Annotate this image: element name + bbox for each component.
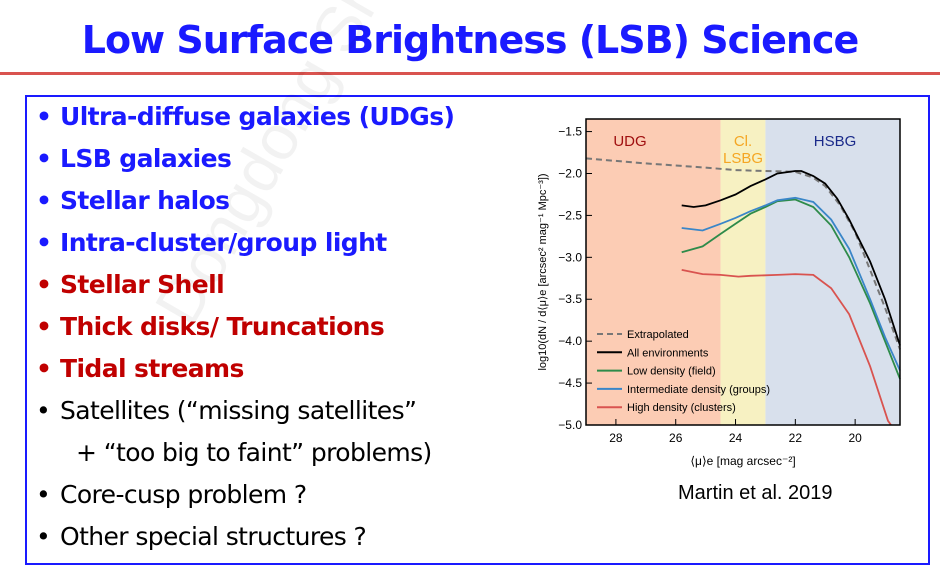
bullet-item: • Stellar Shell (36, 264, 454, 306)
bullet-text: Other special structures ? (60, 522, 367, 551)
bullet-text: + “too big to faint” problems) (76, 438, 432, 467)
bullet-icon: • (36, 522, 51, 551)
bullet-text: Intra-cluster/group light (60, 228, 387, 257)
legend-label: Extrapolated (627, 329, 689, 341)
y-tick-label: −4.5 (558, 376, 582, 390)
bullet-item: • Intra-cluster/group light (36, 222, 454, 264)
y-tick-label: −2.0 (558, 166, 582, 180)
y-axis-label: log10(dN / d⟨μ⟩e [arcsec² mag⁻¹ Mpc⁻³]) (537, 173, 549, 370)
bullet-icon: • (36, 144, 52, 173)
x-tick-label: 22 (789, 431, 803, 445)
legend-label: High density (clusters) (627, 402, 736, 414)
bullet-text: Satellites (“missing satellites” (60, 396, 417, 425)
x-tick-label: 20 (848, 431, 862, 445)
series-line-3 (681, 196, 901, 371)
y-tick-label: −1.5 (558, 125, 582, 139)
bullet-text: Core-cusp problem ? (60, 480, 307, 509)
bullet-text: Stellar halos (60, 186, 230, 215)
bullet-item: • Other special structures ? (36, 516, 454, 558)
bullet-item: • Satellites (“missing satellites” (36, 390, 454, 432)
x-tick-label: 28 (609, 431, 623, 445)
series-line-4 (681, 269, 892, 426)
y-tick-label: −5.0 (558, 418, 582, 432)
content-frame (25, 95, 930, 565)
bullet-icon: • (36, 186, 52, 215)
region-hsbg (765, 119, 900, 425)
bullet-text: LSB galaxies (60, 144, 232, 173)
y-tick-label: −4.0 (558, 334, 582, 348)
bullet-item: • Core-cusp problem ? (36, 474, 454, 516)
x-tick-label: 26 (669, 431, 683, 445)
y-tick-label: −3.5 (558, 292, 582, 306)
bullet-list: • Ultra-diffuse galaxies (UDGs) • LSB galax… (36, 96, 455, 558)
bullet-icon: • (36, 270, 52, 299)
y-tick-label: −3.0 (558, 250, 582, 264)
bullet-text: Thick disks/ Truncations (60, 312, 385, 341)
title-divider (0, 72, 940, 75)
bullet-text: Ultra-diffuse galaxies (UDGs) (60, 102, 455, 131)
slide-title: Low Surface Brightness (LSB) Science (81, 18, 860, 62)
y-tick-label: −2.5 (558, 208, 582, 222)
bullet-icon: • (36, 228, 52, 257)
lsb-density-chart: UDG Cl. LSBG HSBG 28 26 24 22 20 −1.5 −2.0 −2.5 −3.0… (537, 118, 901, 468)
bullet-item: + “too big to faint” problems) (36, 432, 454, 474)
legend-label: All environments (627, 347, 709, 359)
region-udg (586, 119, 721, 425)
bullet-item: • Thick disks/ Truncations (36, 306, 454, 348)
region-label: HSBG (814, 133, 857, 150)
bullet-icon: • (36, 312, 52, 341)
bullet-text: Stellar Shell (60, 270, 225, 299)
x-tick-label: 24 (729, 431, 743, 445)
legend-label: Intermediate density (groups) (627, 384, 770, 396)
bullet-item: • Ultra-diffuse galaxies (UDGs) (36, 96, 455, 138)
x-axis-label: ⟨μ⟩e [mag arcsec⁻²] (690, 454, 795, 468)
plot-frame (585, 118, 901, 426)
bullet-item: • LSB galaxies (36, 138, 454, 180)
bullet-item: • Tidal streams (36, 348, 454, 390)
bullet-icon: • (36, 480, 51, 509)
region-label: UDG (613, 133, 646, 150)
citation: Martin et al. 2019 (678, 482, 833, 504)
series-line-1 (681, 170, 901, 346)
bullet-icon: • (36, 396, 51, 425)
bullet-item: • Stellar halos (36, 180, 454, 222)
region-label: Cl. LSBG (723, 133, 763, 167)
series-line-2 (681, 198, 901, 380)
bullet-icon: • (36, 354, 52, 383)
bullet-text: Tidal streams (60, 354, 244, 383)
legend-label: Low density (field) (627, 366, 716, 378)
bullet-icon: • (36, 102, 52, 131)
